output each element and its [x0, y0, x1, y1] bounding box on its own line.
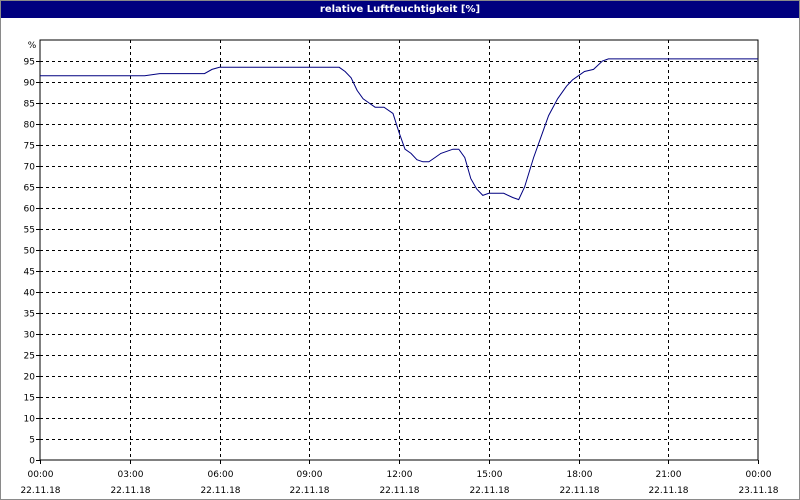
y-tick-label: 85: [24, 100, 35, 110]
y-tick-label: 60: [24, 205, 36, 215]
y-tick-label: 95: [24, 58, 35, 68]
y-tick-label: 45: [24, 268, 35, 278]
series-line: [40, 58, 758, 201]
x-tick-date: 23.11.18: [738, 486, 778, 496]
y-tick-label: 65: [24, 184, 35, 194]
grid-lines: [40, 40, 758, 460]
x-tick-time: 21:00: [656, 470, 682, 480]
y-tick-label: 70: [24, 163, 36, 173]
chart-title: relative Luftfeuchtigkeit [%]: [1, 1, 799, 18]
y-tick-label: 25: [24, 352, 35, 362]
x-tick-time: 09:00: [297, 470, 323, 480]
y-axis-label: %: [28, 41, 37, 51]
x-tick-time: 06:00: [208, 470, 234, 480]
x-tick-date: 22.11.18: [200, 486, 240, 496]
x-tick-date: 22.11.18: [648, 486, 688, 496]
y-tick-label: 75: [24, 142, 35, 152]
x-tick-date: 22.11.18: [469, 486, 509, 496]
x-axis: 00:00 22.11.18 03:00 22.11.18 06:00 22.11.18 0…: [20, 460, 779, 496]
x-tick-date: 22.11.18: [20, 486, 60, 496]
y-tick-label: 20: [24, 373, 36, 383]
x-tick-date: 22.11.18: [289, 486, 329, 496]
y-tick-label: 30: [24, 331, 36, 341]
y-tick-label: 35: [24, 310, 35, 320]
y-tick-label: 5: [29, 436, 35, 446]
x-tick-date: 22.11.18: [110, 486, 150, 496]
x-tick-time: 12:00: [387, 470, 413, 480]
x-tick-time: 18:00: [567, 470, 593, 480]
y-tick-label: 50: [24, 247, 36, 257]
y-axis: 0 5 10 15 20 25 30 35 40 45 50 55 60 65 70 75 80 85 90 95: [24, 58, 40, 467]
y-tick-label: 55: [24, 226, 35, 236]
y-tick-label: 15: [24, 394, 35, 404]
x-tick-date: 22.11.18: [559, 486, 599, 496]
y-tick-label: 0: [29, 457, 35, 467]
y-tick-label: 80: [24, 121, 36, 131]
y-tick-label: 90: [24, 79, 36, 89]
x-tick-date: 22.11.18: [379, 486, 419, 496]
y-tick-label: 10: [24, 415, 36, 425]
x-tick-time: 15:00: [477, 470, 503, 480]
x-tick-time: 03:00: [118, 470, 144, 480]
x-tick-time: 00:00: [746, 470, 772, 480]
x-tick-time: 00:00: [28, 470, 54, 480]
series-group: [40, 58, 758, 201]
y-tick-label: 40: [24, 289, 36, 299]
